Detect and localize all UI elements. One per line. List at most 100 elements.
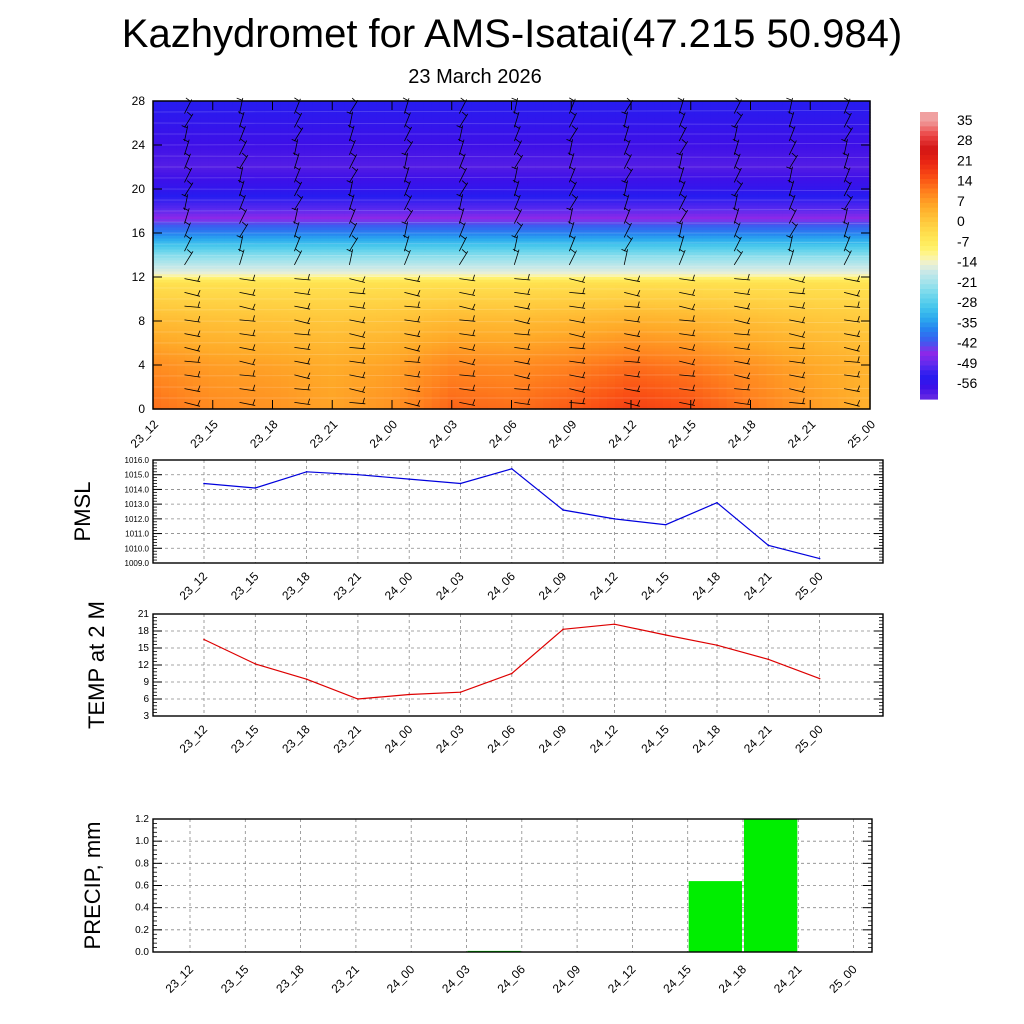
heatmap-cell [280, 378, 290, 383]
heatmap-cell [288, 211, 297, 215]
heatmap-cell [264, 387, 274, 391]
heatmap-cell [216, 334, 226, 339]
heatmap-cell [208, 197, 218, 201]
heatmap-cell [208, 125, 218, 130]
heatmap-cell [296, 260, 305, 264]
heatmap-cell [248, 156, 258, 160]
heatmap-cell [248, 367, 258, 372]
heatmap-cell [200, 161, 210, 165]
heatmap-cell [248, 101, 258, 105]
heatmap-cell [272, 373, 282, 377]
heatmap-cell [208, 389, 218, 394]
heatmap-cell [336, 180, 345, 185]
heatmap-cell [176, 307, 186, 311]
heatmap-cell [153, 395, 162, 399]
heatmap-cell [248, 332, 258, 336]
heatmap-cell [256, 147, 266, 152]
heatmap-cell [248, 249, 258, 253]
heatmap-cell [216, 266, 226, 270]
heatmap-cell [184, 268, 194, 273]
heatmap-cell [280, 238, 290, 242]
heatmap-cell [264, 337, 274, 341]
heatmap-cell [184, 128, 194, 132]
heatmap-cell [320, 389, 329, 394]
heatmap-cell [232, 128, 242, 132]
heatmap-cell [328, 136, 337, 141]
heatmap-cell [153, 167, 162, 171]
heatmap-cell [296, 266, 305, 270]
heatmap-cell [232, 403, 242, 407]
heatmap-cell [328, 332, 337, 336]
heatmap-cell [320, 400, 329, 405]
heatmap-cell [256, 123, 266, 127]
heatmap-cell [200, 169, 210, 174]
heatmap-cell [336, 285, 345, 289]
heatmap-cell [160, 230, 170, 234]
heatmap-cell [153, 106, 162, 110]
heatmap-cell [168, 156, 178, 160]
heatmap-cell [160, 183, 170, 187]
heatmap-cell [208, 158, 218, 163]
heatmap-cell [296, 277, 305, 281]
heatmap-cell [168, 101, 178, 105]
heatmap-cell [184, 345, 194, 350]
heatmap-cell [153, 373, 162, 377]
heatmap-cell [280, 370, 290, 374]
heatmap-cell [304, 389, 313, 394]
heatmap-cell [320, 285, 329, 289]
heatmap-cell [168, 321, 178, 325]
heatmap-cell [176, 288, 186, 292]
heatmap-cell [272, 268, 282, 273]
heatmap-cell [272, 343, 282, 347]
heatmap-cell [176, 101, 186, 105]
heatmap-cell [248, 277, 258, 281]
heatmap-cell [312, 183, 321, 187]
heatmap-cell [272, 299, 282, 303]
heatmap-cell [176, 145, 186, 149]
heatmap-cell [168, 200, 178, 204]
heatmap-cell [296, 244, 305, 248]
heatmap-cell [280, 266, 290, 270]
heatmap-cell [240, 384, 250, 388]
heatmap-cell [248, 112, 258, 116]
heatmap-cell [216, 183, 226, 187]
heatmap-cell [336, 134, 345, 138]
heatmap-cell [328, 282, 337, 286]
heatmap-cell [200, 288, 210, 292]
heatmap-cell [272, 260, 282, 264]
heatmap-cell [192, 285, 202, 289]
heatmap-cell [153, 260, 162, 264]
heatmap-cell [296, 387, 305, 391]
heatmap-cell [153, 290, 162, 295]
heatmap-cell [240, 378, 250, 383]
heatmap-cell [336, 255, 345, 259]
heatmap-cell [153, 343, 162, 347]
heatmap-cell [176, 183, 186, 187]
heatmap-cell [192, 315, 202, 319]
heatmap-cell [264, 167, 274, 171]
heatmap-cell [184, 241, 194, 245]
heatmap-cell [184, 348, 194, 352]
heatmap-cell [192, 329, 202, 333]
heatmap-cell [256, 376, 266, 380]
heatmap-cell [240, 356, 250, 361]
heatmap-cell [192, 337, 202, 341]
heatmap-cell [208, 161, 218, 165]
heatmap-cell [280, 376, 290, 380]
heatmap-cell [208, 321, 218, 325]
heatmap-cell [208, 142, 218, 146]
heatmap-cell [184, 337, 194, 341]
heatmap-cell [320, 246, 329, 251]
heatmap-cell [280, 180, 290, 185]
heatmap-cell [240, 351, 250, 355]
heatmap-cell [256, 194, 266, 198]
heatmap-cell [264, 142, 274, 146]
heatmap-cell [200, 271, 210, 275]
heatmap-cell [320, 139, 329, 143]
heatmap-cell [232, 101, 242, 105]
heatmap-cell [288, 175, 297, 179]
heatmap-cell [184, 260, 194, 264]
heatmap-cell [264, 354, 274, 358]
heatmap-cell [232, 216, 242, 220]
heatmap-cell [280, 213, 290, 218]
